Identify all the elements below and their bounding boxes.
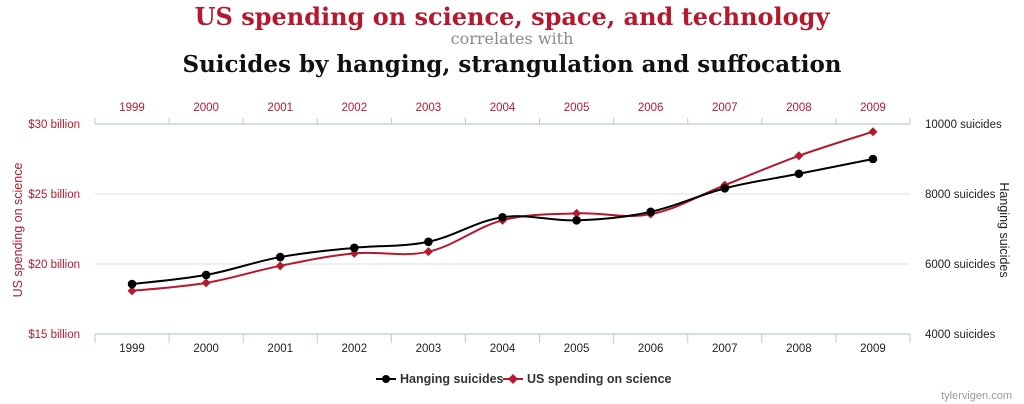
bottom-year-label: 1999 — [119, 343, 145, 355]
point-science — [794, 151, 804, 161]
bottom-year-label: 2000 — [193, 343, 219, 355]
top-year-label: 2006 — [638, 102, 664, 114]
top-year-label: 2009 — [860, 102, 886, 114]
series-lines — [131, 130, 874, 292]
legend-item-hanging[interactable]: Hanging suicides — [376, 372, 504, 386]
top-year-label: 1999 — [119, 102, 145, 114]
point-hanging — [498, 212, 507, 222]
point-hanging — [720, 184, 730, 193]
point-hanging — [201, 270, 211, 280]
point-hanging — [646, 207, 655, 217]
top-year-label: 2003 — [416, 102, 442, 114]
top-year-label: 2007 — [712, 102, 738, 114]
top-year-label: 2004 — [490, 102, 516, 114]
chart-title-science: US spending on science, space, and techn… — [195, 2, 831, 31]
left-axis-label: $20 billion — [28, 259, 80, 271]
legend-item-science[interactable]: US spending on science — [503, 372, 672, 386]
legend-label-science: US spending on science — [527, 372, 672, 386]
left-axis-label: $25 billion — [28, 189, 80, 201]
axes — [94, 118, 911, 343]
point-hanging — [572, 216, 581, 225]
point-science — [127, 286, 137, 296]
right-axis-label: 4000 suicides — [925, 329, 996, 341]
gridlines — [95, 123, 910, 265]
bottom-year-label: 2001 — [267, 343, 293, 355]
point-hanging — [794, 169, 804, 179]
tick-labels: 1999 1999 2000 2000 2001 2001 2002 2002 2003 2003… — [28, 102, 1002, 355]
top-year-label: 2002 — [342, 102, 368, 114]
legend-label-hanging: Hanging suicides — [400, 372, 504, 386]
right-axis-title: Hanging suicides — [997, 182, 1011, 277]
point-science — [868, 127, 878, 137]
bottom-year-label: 2005 — [564, 343, 590, 355]
point-hanging — [275, 252, 285, 262]
bottom-year-label: 2007 — [712, 343, 738, 355]
legend-marker-science — [508, 374, 518, 384]
point-science — [275, 261, 285, 271]
top-year-label: 2008 — [786, 102, 812, 114]
chart-subtitle-correlates: correlates with — [451, 29, 574, 48]
left-axis-label: $15 billion — [28, 329, 80, 341]
series-markers — [127, 127, 878, 296]
right-axis-label: 8000 suicides — [925, 189, 996, 201]
top-year-label: 2000 — [193, 102, 219, 114]
legend[interactable]: Hanging suicides US spending on science — [376, 372, 672, 386]
point-hanging — [127, 279, 137, 289]
point-hanging — [868, 154, 878, 164]
right-axis-label: 10000 suicides — [925, 119, 1002, 131]
bottom-year-label: 2004 — [490, 343, 516, 355]
chart-title-hanging: Suicides by hanging, strangulation and s… — [182, 51, 841, 78]
left-axis-title: US spending on science — [11, 163, 25, 298]
bottom-year-label: 2008 — [786, 343, 812, 355]
point-science — [201, 278, 211, 288]
bottom-year-label: 2002 — [342, 343, 368, 355]
point-hanging — [350, 243, 359, 253]
right-axis-label: 6000 suicides — [925, 259, 996, 271]
bottom-year-label: 2003 — [416, 343, 442, 355]
legend-marker-hanging — [382, 375, 390, 383]
point-hanging — [424, 237, 433, 247]
bottom-year-label: 2009 — [860, 343, 886, 355]
point-science — [572, 208, 582, 218]
left-axis-label: $30 billion — [28, 119, 80, 131]
top-year-label: 2005 — [564, 102, 590, 114]
credit-label[interactable]: tylervigen.com — [941, 390, 1012, 402]
bottom-year-label: 2006 — [638, 343, 664, 355]
point-science — [423, 247, 433, 257]
top-year-label: 2001 — [267, 102, 293, 114]
